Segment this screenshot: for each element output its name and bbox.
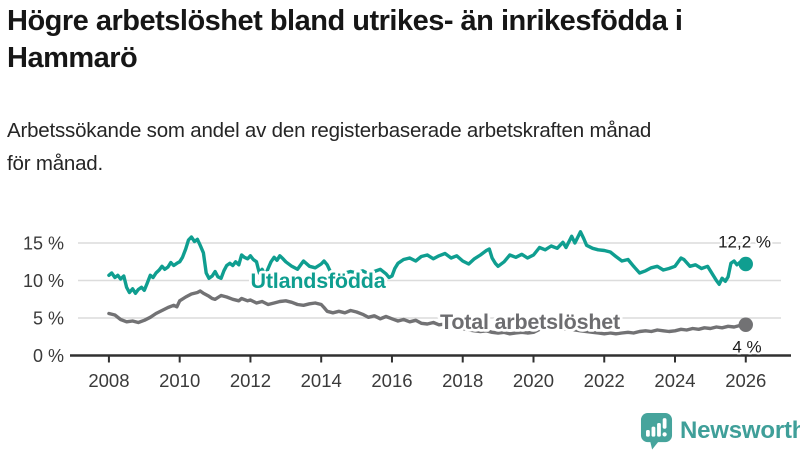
y-axis-label: 0 % xyxy=(33,346,64,366)
x-axis-label: 2022 xyxy=(584,370,625,391)
y-axis-label: 15 % xyxy=(23,234,64,254)
series-label-utlandsfodda: Utlandsfödda xyxy=(251,269,387,293)
series-label-total: Total arbetslöshet xyxy=(440,310,620,334)
y-axis-label: 5 % xyxy=(33,309,64,329)
x-axis-label: 2018 xyxy=(442,370,483,391)
newsworthy-logo[interactable]: Newsworthy xyxy=(640,412,800,450)
y-axis-label: 10 % xyxy=(23,271,64,291)
end-dot-total xyxy=(738,317,753,332)
unemployment-line-chart: 0 % 5 % 10 % 15 % 2008 2010 2012 2014 2016 2018 20… xyxy=(23,230,791,391)
series-line-utlandsfodda xyxy=(107,230,748,296)
x-axis-label: 2026 xyxy=(725,370,766,391)
newsworthy-wordmark: Newsworthy xyxy=(680,417,800,444)
x-axis-label: 2024 xyxy=(654,370,695,391)
x-axis-label: 2008 xyxy=(88,370,129,391)
x-axis-label: 2010 xyxy=(159,370,200,391)
end-value-label-total: 4 % xyxy=(732,338,761,357)
newsworthy-bubble-chart-icon xyxy=(640,413,673,450)
end-dot-utlandsfodda xyxy=(738,256,753,272)
x-axis-label: 2014 xyxy=(301,370,342,391)
x-axis-label: 2016 xyxy=(371,370,412,391)
page-title: Högre arbetslöshet bland utrikes- än inr… xyxy=(7,5,683,74)
end-value-label-utlandsfodda: 12,2 % xyxy=(718,233,771,252)
x-axis-label: 2012 xyxy=(230,370,271,391)
series-line-total xyxy=(107,289,748,336)
x-axis-label: 2020 xyxy=(513,370,554,391)
chart-description: Arbetssökande som andel av den registerb… xyxy=(7,119,652,176)
